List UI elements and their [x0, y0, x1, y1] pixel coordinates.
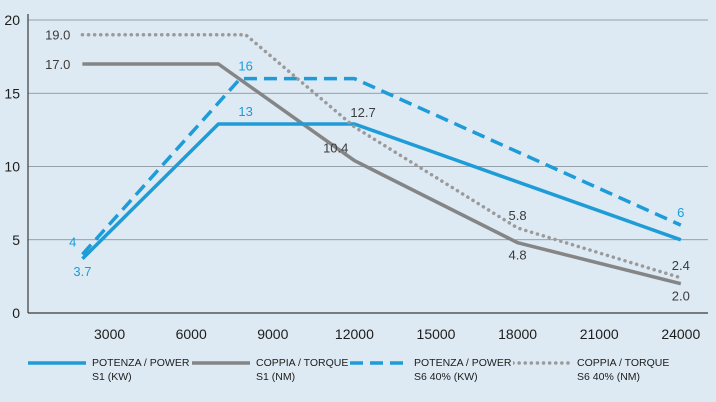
legend-swatch-power-s1	[28, 361, 86, 365]
data-label: 10.4	[323, 141, 348, 156]
data-label: 19.0	[45, 28, 70, 43]
legend-item-torque-s1: COPPIA / TORQUE S1 (NM)	[192, 356, 348, 384]
y-tick-label: 0	[12, 305, 20, 321]
x-tick-label: 9000	[257, 326, 288, 342]
series-line-2	[81, 76, 682, 256]
y-tick-label: 5	[12, 232, 20, 248]
data-label: 12.7	[350, 105, 375, 120]
legend-label-torque-s6: COPPIA / TORQUE S6 40% (NM)	[577, 357, 670, 383]
legend-label-power-s6: POTENZA / POWER S6 40% (KW)	[414, 357, 512, 383]
x-tick-label: 6000	[176, 326, 207, 342]
legend: POTENZA / POWER S1 (KW) COPPIA / TORQUE …	[0, 356, 716, 396]
y-tick-label: 15	[4, 85, 20, 101]
legend-label-power-s1: POTENZA / POWER S1 (KW)	[92, 357, 190, 383]
x-tick-label: 18000	[498, 326, 537, 342]
data-label: 13	[238, 104, 252, 119]
legend-swatch-power-s6	[350, 361, 408, 365]
legend-item-power-s6: POTENZA / POWER S6 40% (KW)	[350, 356, 511, 384]
series-line-0	[81, 122, 682, 261]
legend-label-torque-s1: COPPIA / TORQUE S1 (NM)	[256, 357, 349, 383]
series-line-3	[80, 32, 683, 280]
data-label: 16	[238, 59, 252, 74]
data-label: 6	[677, 205, 684, 220]
legend-swatch-torque-s6	[513, 361, 571, 365]
data-label: 3.7	[73, 264, 91, 279]
legend-item-power-s1: POTENZA / POWER S1 (KW)	[28, 356, 189, 384]
series-line-1	[82, 62, 682, 286]
data-label: 4	[69, 234, 76, 249]
x-tick-label: 3000	[94, 326, 125, 342]
data-labels: 3.7 13 17.0 10.4 4.8 2.0 4 16 6 19.0 12.7 5.8 2.4	[45, 28, 690, 304]
data-label: 5.8	[509, 208, 527, 223]
tick-labels: 0 5 10 15 20 3000 6000 9000 12000 15000 18000 21000…	[4, 12, 700, 342]
y-tick-label: 10	[4, 159, 20, 175]
x-tick-label: 24000	[661, 326, 700, 342]
x-tick-label: 21000	[580, 326, 619, 342]
legend-item-torque-s6: COPPIA / TORQUE S6 40% (NM)	[513, 356, 669, 384]
x-tick-label: 12000	[335, 326, 374, 342]
data-label: 2.4	[672, 258, 690, 273]
data-label: 17.0	[45, 57, 70, 72]
x-tick-label: 15000	[417, 326, 456, 342]
y-tick-label: 20	[4, 12, 20, 28]
data-label: 2.0	[672, 289, 690, 304]
data-label: 4.8	[509, 248, 527, 263]
legend-swatch-torque-s1	[192, 361, 250, 365]
series-lines	[80, 32, 683, 286]
